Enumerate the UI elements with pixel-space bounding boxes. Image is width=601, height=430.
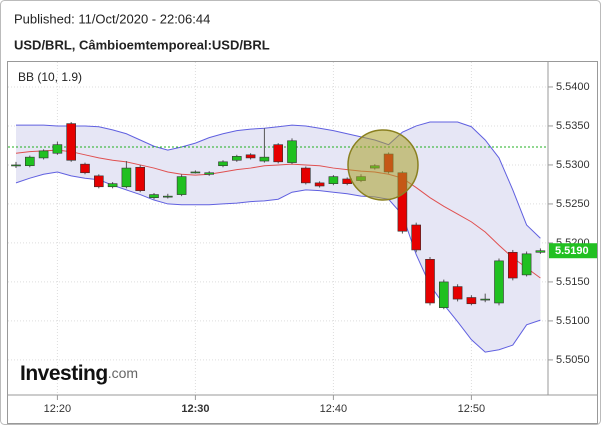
candle-body — [521, 253, 532, 276]
candle-body — [163, 195, 173, 198]
candle-body — [176, 176, 187, 195]
candle-body — [80, 163, 90, 174]
chart-title: USD/BRL, Câmbioemtemporeal:USD/BRL — [14, 37, 270, 52]
candle-body — [314, 182, 325, 187]
candle-body — [94, 175, 104, 188]
candle-body — [259, 156, 270, 162]
x-tick-label: 12:50 — [458, 403, 486, 415]
logo: Investing.com — [20, 362, 138, 385]
band-upper — [16, 121, 541, 239]
candle-body — [204, 172, 214, 175]
axes: 5.50505.51005.51505.52005.52505.53005.53… — [44, 81, 597, 415]
candle-body — [342, 178, 353, 184]
logo-word: Investing — [20, 362, 108, 385]
candle-body — [11, 164, 21, 167]
candle-body — [38, 150, 49, 159]
chart-box — [7, 61, 598, 424]
band-middle — [15, 149, 541, 279]
last-price-label: 5.5190 — [555, 245, 589, 257]
x-tick-label: 12:30 — [181, 403, 209, 415]
logo-suffix: .com — [108, 365, 138, 381]
candle-body — [425, 259, 435, 304]
candle-body — [452, 286, 463, 300]
candle-body — [287, 140, 297, 163]
y-tick-label: 5.5250 — [556, 198, 590, 210]
y-tick-label: 5.5150 — [556, 276, 590, 288]
candle-body — [411, 224, 422, 251]
candle-body — [466, 297, 477, 305]
candle-body — [480, 298, 491, 301]
candle-body — [273, 144, 284, 163]
candle-body — [438, 281, 449, 308]
candle-body — [24, 156, 35, 167]
candle-body — [66, 123, 76, 161]
candle-body — [232, 156, 242, 161]
candle-body — [149, 194, 159, 198]
candle-body — [328, 176, 339, 184]
x-tick-label: 12:40 — [320, 403, 348, 415]
candle-body — [494, 260, 504, 304]
x-tick-label: 12:20 — [44, 403, 72, 415]
y-tick-label: 5.5350 — [556, 120, 590, 132]
candle-body — [190, 171, 201, 174]
candle-body — [218, 161, 228, 167]
candle-body — [107, 183, 118, 188]
candle-body — [535, 250, 546, 253]
candle-body — [300, 167, 311, 184]
candle-body — [245, 154, 256, 159]
y-tick-label: 5.5100 — [556, 315, 590, 327]
y-tick-label: 5.5300 — [556, 159, 590, 171]
last-price-box — [549, 243, 597, 259]
candle-body — [52, 144, 63, 154]
highlight-circle — [347, 129, 419, 201]
candle-body — [507, 251, 518, 279]
y-tick-label: 5.5050 — [556, 354, 590, 366]
indicator-label: BB (10, 1.9) — [18, 70, 82, 84]
published: Published: 11/Oct/2020 - 22:06:44 — [14, 11, 210, 26]
candle-body — [121, 167, 132, 188]
y-tick-label: 5.5400 — [556, 81, 590, 93]
candle-body — [135, 166, 145, 191]
